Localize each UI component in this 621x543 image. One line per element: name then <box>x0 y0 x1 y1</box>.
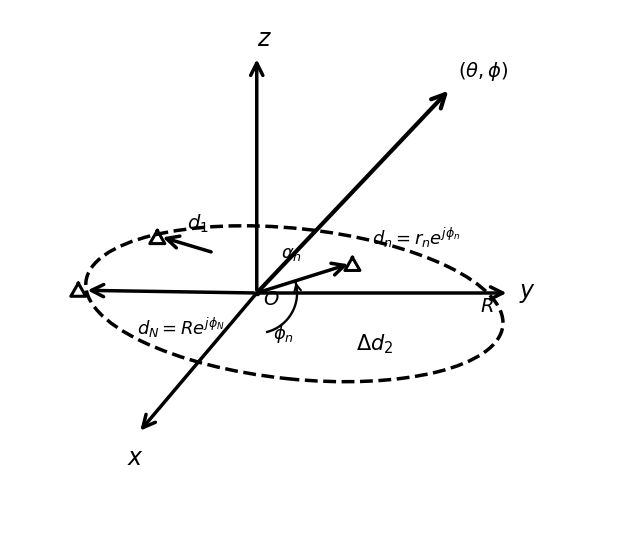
Text: $O$: $O$ <box>263 291 280 310</box>
Text: $(\theta,\phi)$: $(\theta,\phi)$ <box>458 60 509 84</box>
Text: $y$: $y$ <box>519 281 536 305</box>
Text: $\alpha_n$: $\alpha_n$ <box>281 245 302 263</box>
Text: $z$: $z$ <box>257 27 272 51</box>
Text: $\Delta d_2$: $\Delta d_2$ <box>356 332 394 356</box>
Text: $d_n = r_n e^{j\phi_n}$: $d_n = r_n e^{j\phi_n}$ <box>373 226 461 250</box>
Text: $R$: $R$ <box>480 297 494 316</box>
Text: $\phi_n$: $\phi_n$ <box>273 323 294 345</box>
Text: $d_N = Re^{j\phi_N}$: $d_N = Re^{j\phi_N}$ <box>137 316 225 340</box>
Text: $x$: $x$ <box>127 446 144 470</box>
Text: $d_1$: $d_1$ <box>187 213 209 235</box>
